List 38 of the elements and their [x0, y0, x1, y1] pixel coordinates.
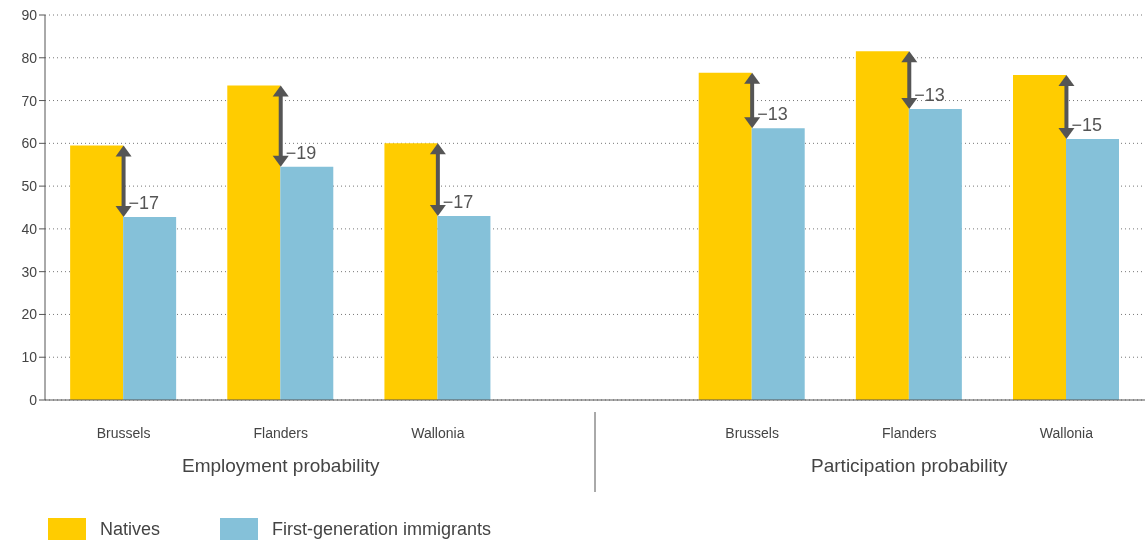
- y-tick-label: 10: [21, 349, 38, 366]
- bar: [1013, 74, 1066, 400]
- x-tick-label: Flanders: [882, 424, 937, 441]
- bar: [1066, 139, 1119, 400]
- x-tick-label: Brussels: [96, 424, 151, 441]
- y-tick-label: 80: [21, 49, 38, 66]
- y-tick-label: 40: [21, 220, 38, 237]
- bar: [855, 51, 909, 400]
- y-tick-label: 20: [21, 306, 38, 323]
- text: Employment probability: [181, 455, 380, 476]
- bar: [698, 72, 752, 400]
- annotation: −13: [914, 85, 945, 106]
- legend-label: Natives: [100, 518, 161, 540]
- y-tick-label: 0: [29, 391, 38, 408]
- y-tick-label: 70: [21, 92, 38, 109]
- annotation: −17: [442, 192, 474, 213]
- y-tick-label: 50: [21, 178, 38, 195]
- y-tick-label: 30: [21, 263, 38, 280]
- y-tick-label: 60: [21, 135, 38, 152]
- bar: [384, 143, 438, 400]
- x-tick-label: Flanders: [253, 424, 308, 441]
- bar: [908, 109, 962, 400]
- x-tick-label: Brussels: [725, 424, 779, 441]
- annotation: −17: [128, 192, 160, 213]
- bar: [280, 166, 334, 400]
- bar: [751, 128, 805, 400]
- bar: [227, 85, 281, 400]
- bar: [437, 216, 491, 400]
- annotation: −19: [285, 142, 317, 163]
- legend-label: First-generation immigrants: [272, 518, 492, 540]
- annotation: −15: [1071, 115, 1102, 136]
- x-tick-label: Wallonia: [411, 424, 465, 441]
- annotation: −13: [757, 104, 788, 125]
- x-tick-label: Wallonia: [1039, 424, 1094, 441]
- text: Participation probability: [811, 455, 1008, 476]
- y-tick-label: 90: [21, 6, 38, 23]
- bar: [123, 216, 177, 400]
- bar: [70, 145, 124, 400]
